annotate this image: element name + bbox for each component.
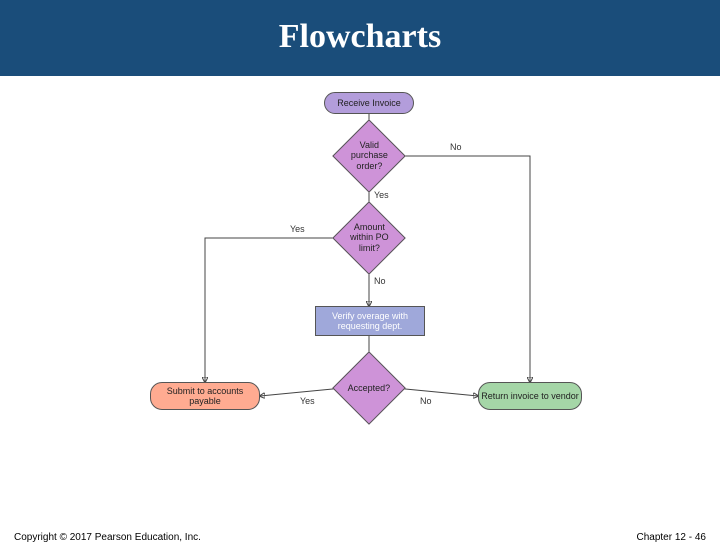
slide-header: Flowcharts [0, 0, 720, 76]
node-d3-label: Accepted? [344, 383, 394, 393]
edge-label-d1-no: No [450, 142, 462, 152]
node-process-verify: Verify overage with requesting dept. [315, 306, 425, 336]
flowchart-canvas: Receive Invoice Valid purchase order? Am… [0, 76, 720, 496]
node-out2-label: Return invoice to vendor [481, 391, 579, 401]
edge-label-d1-yes: Yes [374, 190, 389, 200]
node-d1-label: Valid purchase order? [344, 140, 394, 171]
node-start: Receive Invoice [324, 92, 414, 114]
node-start-label: Receive Invoice [337, 98, 401, 108]
node-out-return: Return invoice to vendor [478, 382, 582, 410]
edge-label-d2-yes: Yes [290, 224, 305, 234]
edge-label-d3-no: No [420, 396, 432, 406]
slide-title: Flowcharts [0, 18, 720, 56]
footer-copyright: Copyright © 2017 Pearson Education, Inc. [14, 532, 201, 543]
footer-chapter: Chapter 12 - 46 [637, 532, 707, 543]
node-d2-label: Amount within PO limit? [344, 222, 394, 253]
node-out-submit: Submit to accounts payable [150, 382, 260, 410]
edge-label-d3-yes: Yes [300, 396, 315, 406]
edge-label-d2-no: No [374, 276, 386, 286]
node-out1-label: Submit to accounts payable [151, 386, 259, 407]
node-proc-label: Verify overage with requesting dept. [316, 311, 424, 332]
